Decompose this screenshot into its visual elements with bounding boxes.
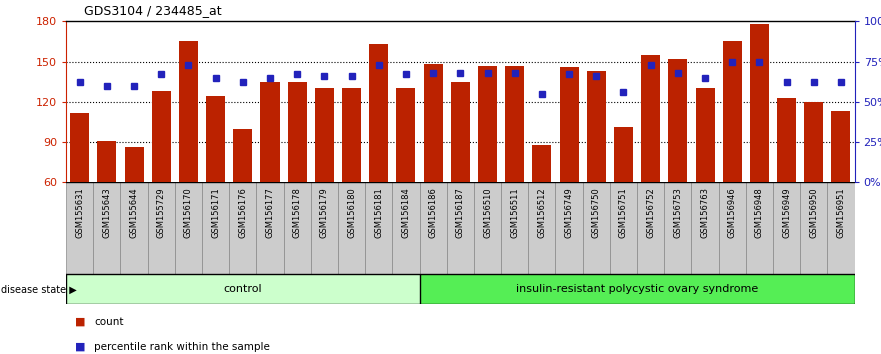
Bar — [582, 182, 610, 274]
Bar — [342, 88, 361, 182]
Text: GSM156512: GSM156512 — [537, 187, 546, 238]
Bar — [722, 41, 742, 182]
Text: GSM156510: GSM156510 — [483, 187, 492, 238]
Bar — [152, 91, 171, 182]
Bar — [532, 145, 552, 182]
Bar — [777, 98, 796, 182]
Bar — [284, 182, 311, 274]
Text: GSM156177: GSM156177 — [265, 187, 275, 238]
Text: percentile rank within the sample: percentile rank within the sample — [94, 342, 270, 352]
Bar — [256, 182, 284, 274]
Bar — [124, 147, 144, 182]
Text: disease state ▶: disease state ▶ — [1, 284, 77, 295]
Text: GSM156749: GSM156749 — [565, 187, 574, 238]
Text: GSM156176: GSM156176 — [238, 187, 248, 238]
Text: GSM156948: GSM156948 — [755, 187, 764, 238]
Bar — [206, 96, 226, 182]
Text: ■: ■ — [75, 317, 85, 327]
Bar — [70, 113, 89, 182]
Text: ■: ■ — [75, 342, 85, 352]
Bar — [587, 71, 606, 182]
Text: GSM156181: GSM156181 — [374, 187, 383, 238]
Bar — [148, 182, 174, 274]
Text: GDS3104 / 234485_at: GDS3104 / 234485_at — [84, 4, 221, 17]
Text: GSM155643: GSM155643 — [102, 187, 111, 238]
Bar — [773, 182, 800, 274]
Bar — [610, 182, 637, 274]
Bar — [369, 44, 389, 182]
Text: GSM155631: GSM155631 — [75, 187, 85, 238]
Bar — [447, 182, 474, 274]
Text: GSM156184: GSM156184 — [402, 187, 411, 238]
Text: GSM156752: GSM156752 — [646, 187, 655, 238]
Bar — [233, 129, 252, 182]
Bar — [365, 182, 392, 274]
Bar — [311, 182, 338, 274]
Bar — [719, 182, 746, 274]
Bar — [424, 64, 442, 182]
Text: GSM156763: GSM156763 — [700, 187, 709, 238]
Bar — [559, 67, 579, 182]
Text: GSM156179: GSM156179 — [320, 187, 329, 238]
Text: GSM156170: GSM156170 — [184, 187, 193, 238]
Bar — [179, 41, 198, 182]
Bar — [746, 182, 773, 274]
Text: GSM156753: GSM156753 — [673, 187, 683, 238]
Bar — [419, 182, 447, 274]
Bar — [832, 111, 850, 182]
Text: GSM156946: GSM156946 — [728, 187, 737, 238]
Bar — [556, 182, 582, 274]
Bar — [396, 88, 416, 182]
Bar — [93, 182, 121, 274]
Bar — [451, 82, 470, 182]
Bar — [121, 182, 148, 274]
Bar — [614, 127, 633, 182]
Bar — [474, 182, 501, 274]
Bar — [664, 182, 692, 274]
Text: GSM156751: GSM156751 — [619, 187, 628, 238]
Bar — [641, 55, 660, 182]
Bar — [637, 182, 664, 274]
Text: GSM156511: GSM156511 — [510, 187, 519, 238]
Bar — [229, 182, 256, 274]
Bar — [669, 59, 687, 182]
Bar — [750, 24, 769, 182]
Text: insulin-resistant polycystic ovary syndrome: insulin-resistant polycystic ovary syndr… — [516, 284, 759, 295]
Bar — [478, 65, 497, 182]
Bar — [695, 88, 714, 182]
Bar — [800, 182, 827, 274]
Text: GSM156171: GSM156171 — [211, 187, 220, 238]
Text: GSM156750: GSM156750 — [592, 187, 601, 238]
Text: GSM155729: GSM155729 — [157, 187, 166, 238]
Bar — [202, 182, 229, 274]
Bar — [529, 182, 556, 274]
Bar — [261, 82, 279, 182]
Bar — [315, 88, 334, 182]
Bar — [288, 82, 307, 182]
Text: GSM156180: GSM156180 — [347, 187, 356, 238]
Text: GSM156949: GSM156949 — [782, 187, 791, 238]
Bar — [174, 182, 202, 274]
Bar — [66, 274, 419, 304]
Text: GSM156951: GSM156951 — [836, 187, 846, 238]
Text: GSM155644: GSM155644 — [130, 187, 138, 238]
Bar — [392, 182, 419, 274]
Bar — [97, 141, 116, 182]
Bar — [804, 102, 824, 182]
Bar — [827, 182, 855, 274]
Bar — [419, 274, 868, 304]
Text: GSM156178: GSM156178 — [292, 187, 301, 238]
Bar — [338, 182, 365, 274]
Text: control: control — [224, 284, 263, 295]
Bar — [692, 182, 719, 274]
Text: GSM156186: GSM156186 — [429, 187, 438, 238]
Text: GSM156950: GSM156950 — [810, 187, 818, 238]
Bar — [66, 182, 93, 274]
Bar — [505, 65, 524, 182]
Bar — [501, 182, 529, 274]
Text: count: count — [94, 317, 123, 327]
Text: GSM156187: GSM156187 — [455, 187, 465, 238]
